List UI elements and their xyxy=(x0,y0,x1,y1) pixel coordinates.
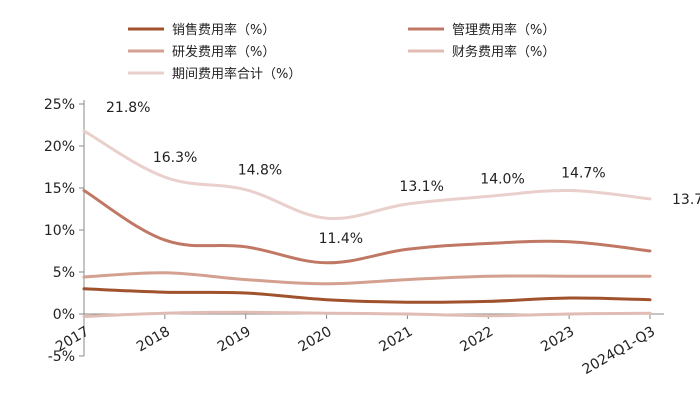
x-tick-label: 2021 xyxy=(377,324,416,356)
series-line-4 xyxy=(82,129,652,221)
legend-label-0: 销售费用率（%） xyxy=(172,22,275,38)
x-tick-label: 2018 xyxy=(134,324,173,356)
y-tick-label: -5% xyxy=(48,349,75,365)
legend-label-4: 期间费用率合计（%） xyxy=(172,66,301,82)
series-line-1 xyxy=(82,189,652,265)
x-tick-label: 2019 xyxy=(215,324,254,356)
legend-label-3: 财务费用率（%） xyxy=(452,44,555,60)
x-tick-label: 2020 xyxy=(296,324,335,356)
series-lines xyxy=(82,129,652,318)
data-label: 11.4% xyxy=(319,231,363,247)
y-tick-label: 10% xyxy=(44,223,75,239)
x-tick-label: 2023 xyxy=(538,324,577,356)
y-tick-label: 20% xyxy=(44,139,75,155)
y-axis: 25% 20% 15% 10% 5% 0% -5% xyxy=(44,97,85,365)
data-label: 14.8% xyxy=(238,163,282,179)
data-label: 14.7% xyxy=(561,166,605,182)
x-axis: 2017 2018 2019 2020 2021 2022 2023 2024Q1-Q3 xyxy=(53,313,664,378)
series-line-3 xyxy=(82,310,652,318)
series-line-2 xyxy=(82,271,652,286)
legend: 销售费用率（%） 管理费用率（%） 研发费用率（%） 财务费用率（%） 期间费用率合计（… xyxy=(128,22,555,82)
x-tick-label: 2024Q1-Q3 xyxy=(580,324,658,378)
data-label: 16.3% xyxy=(153,150,197,166)
data-label: 13.1% xyxy=(399,179,443,195)
y-tick-label: 15% xyxy=(44,181,75,197)
y-tick-label: 0% xyxy=(53,307,75,323)
data-label: 14.0% xyxy=(480,171,524,187)
x-tick-label: 2022 xyxy=(457,324,496,356)
series-line-0 xyxy=(82,287,652,304)
y-tick-label: 25% xyxy=(44,97,75,113)
y-tick-label: 5% xyxy=(53,265,75,281)
data-label: 13.7% xyxy=(672,192,700,208)
legend-label-2: 研发费用率（%） xyxy=(172,44,275,60)
data-label: 21.8% xyxy=(106,100,150,116)
legend-label-1: 管理费用率（%） xyxy=(452,22,555,38)
data-labels: 21.8% 16.3% 14.8% 11.4% 13.1% 14.0% 14.7% 13.7% xyxy=(106,100,700,247)
